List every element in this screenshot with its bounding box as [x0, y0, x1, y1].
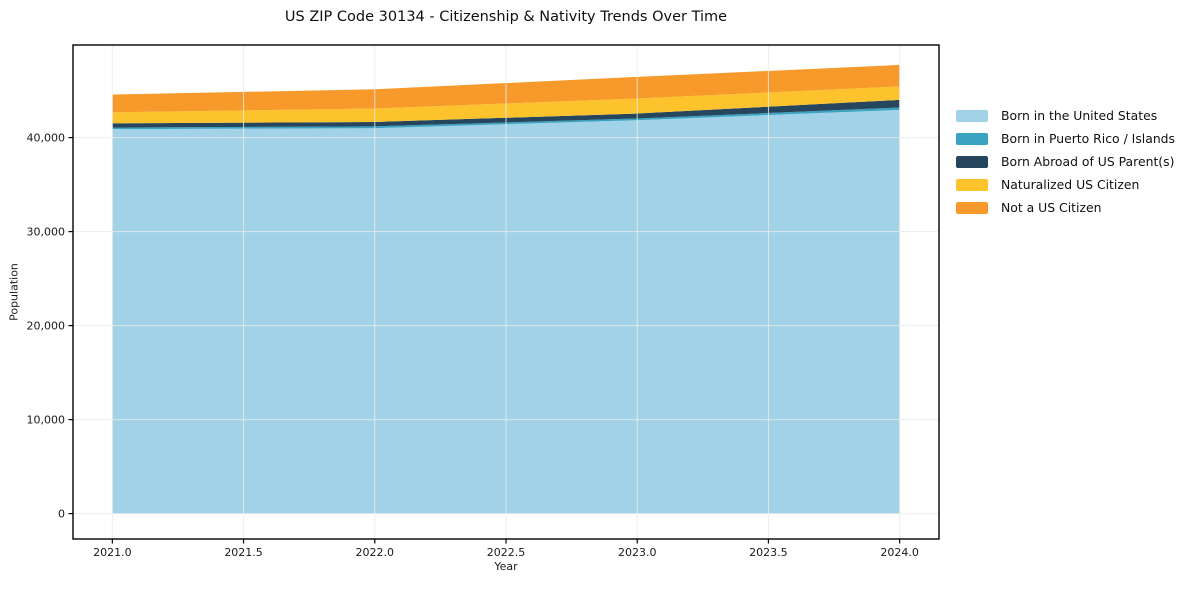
x-tick-label: 2023.5 — [749, 546, 788, 559]
legend-item-born-in-puerto-rico-islands: Born in Puerto Rico / Islands — [956, 127, 1175, 150]
y-tick-label: 20,000 — [27, 319, 66, 332]
x-tick-label: 2023.0 — [618, 546, 657, 559]
y-axis-label: Population — [7, 263, 21, 321]
legend-swatch — [956, 201, 988, 214]
legend-label: Born Abroad of US Parent(s) — [1001, 154, 1175, 169]
x-tick-label: 2021.0 — [93, 546, 132, 559]
x-tick-label: 2021.5 — [224, 546, 263, 559]
x-tick-label: 2022.0 — [356, 546, 395, 559]
legend-label: Not a US Citizen — [1001, 200, 1102, 215]
legend-label: Born in the United States — [1001, 108, 1158, 123]
legend-item-naturalized-us-citizen: Naturalized US Citizen — [956, 173, 1175, 196]
chart-title: US ZIP Code 30134 - Citizenship & Nativi… — [284, 9, 728, 25]
x-tick-label: 2022.5 — [487, 546, 526, 559]
legend-item-born-in-the-united-states: Born in the United States — [956, 104, 1175, 127]
legend-swatch — [956, 109, 988, 122]
legend-item-not-a-us-citizen: Not a US Citizen — [956, 196, 1175, 219]
y-tick-label: 0 — [58, 507, 65, 520]
legend-swatch — [956, 132, 988, 145]
legend-swatch — [956, 178, 988, 191]
y-tick-label: 30,000 — [27, 225, 66, 238]
legend-label: Born in Puerto Rico / Islands — [1001, 131, 1176, 146]
legend-label: Naturalized US Citizen — [1001, 177, 1140, 192]
legend: Born in the United States Born in Puerto … — [956, 104, 1175, 219]
legend-item-born-abroad-of-us-parent-s: Born Abroad of US Parent(s) — [956, 150, 1175, 173]
y-tick-label: 10,000 — [27, 413, 66, 426]
x-axis-label: Year — [494, 560, 518, 573]
y-tick-label: 40,000 — [27, 131, 66, 144]
legend-swatch — [956, 155, 988, 168]
x-tick-label: 2024.0 — [880, 546, 919, 559]
